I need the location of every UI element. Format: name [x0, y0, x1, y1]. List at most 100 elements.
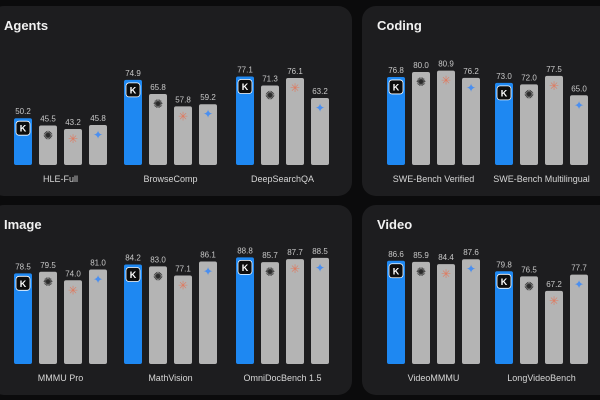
- openai-logo-icon: ✺: [153, 269, 163, 283]
- bar-value-label: 78.5: [15, 262, 31, 271]
- bar-kimi-k-logo: [14, 273, 32, 364]
- kimi-k-logo-icon: [15, 275, 31, 291]
- bar-openai-logo: [149, 266, 167, 364]
- bar-value-label: 76.1: [287, 67, 303, 76]
- coding-bar-chart: 76.8 K 80.0 ✺ 80.9 ✳ 76.2 ✦ SWE-Bench Verified 73…: [387, 60, 590, 184]
- bar-value-label: 81.0: [90, 258, 106, 267]
- kimi-k-logo-icon-glyph: K: [501, 88, 508, 98]
- kimi-k-logo-icon: [15, 120, 31, 136]
- bar-gemini-logo: [311, 257, 329, 364]
- gemini-logo-icon: ✦: [466, 81, 476, 95]
- kimi-k-logo-icon: [125, 267, 141, 282]
- bar-value-label: 87.6: [463, 248, 479, 257]
- bar-gemini-logo: [570, 95, 588, 165]
- bar-value-label: 72.0: [521, 73, 537, 82]
- bar-value-label: 84.2: [125, 253, 141, 262]
- bar-gemini-logo: [311, 98, 329, 165]
- bar-value-label: 57.8: [175, 95, 191, 104]
- bar-claude-logo: [545, 75, 563, 165]
- kimi-k-logo-icon: [388, 79, 404, 95]
- kimi-k-logo-icon: [496, 85, 512, 101]
- bar-value-label: 84.4: [438, 253, 454, 262]
- bar-kimi-k-logo: [387, 76, 405, 165]
- bar-gemini-logo: [462, 259, 480, 364]
- claude-logo-icon: ✳: [290, 262, 300, 276]
- openai-logo-icon: ✺: [524, 87, 534, 101]
- bar-group-hle-full: 50.2 K 45.5 ✺ 43.2 ✳ 45.8 ✦ HLE-Full: [14, 107, 107, 184]
- image-panel-title: Image: [4, 217, 42, 232]
- bar-value-label: 87.7: [287, 248, 303, 257]
- bar-kimi-k-logo: [124, 264, 142, 364]
- bar-group-swe-bench-verified: 76.8 K 80.0 ✺ 80.9 ✳ 76.2 ✦ SWE-Bench Verified: [387, 60, 480, 184]
- claude-logo-icon: ✳: [290, 81, 300, 95]
- category-label: DeepSearchQA: [251, 174, 314, 184]
- bar-openai-logo: [149, 94, 167, 165]
- agents-panel: Agents 50.2 K 45.5 ✺ 43.2 ✳ 45.8 ✦ HLE-Full 74.9 K…: [0, 6, 352, 196]
- bar-group-mathvision: 84.2 K 83.0 ✺ 77.1 ✳ 86.1 ✦ MathVision: [124, 251, 217, 383]
- kimi-k-logo-icon-glyph: K: [393, 266, 400, 276]
- gemini-logo-icon: ✦: [93, 272, 103, 286]
- kimi-k-logo-icon-glyph: K: [242, 82, 249, 92]
- bar-kimi-k-logo: [495, 82, 513, 165]
- coding-panel-title: Coding: [377, 18, 422, 33]
- bar-kimi-k-logo: [236, 257, 254, 364]
- bar-value-label: 77.7: [571, 264, 587, 273]
- bar-claude-logo: [545, 290, 563, 364]
- agents-bar-chart: 50.2 K 45.5 ✺ 43.2 ✳ 45.8 ✦ HLE-Full 74.9 K 65.8 ✺ 57…: [14, 65, 329, 184]
- bar-value-label: 63.2: [312, 87, 328, 96]
- bar-value-label: 88.8: [237, 246, 253, 255]
- bar-gemini-logo: [570, 274, 588, 364]
- openai-logo-icon: ✺: [265, 265, 275, 279]
- bar-claude-logo: [286, 78, 304, 165]
- bar-openai-logo: [520, 276, 538, 364]
- bar-claude-logo: [64, 129, 82, 165]
- bar-value-label: 74.0: [65, 269, 81, 278]
- kimi-k-logo-icon: [237, 79, 253, 94]
- kimi-k-logo-icon-glyph: K: [20, 279, 27, 289]
- bar-group-swe-bench-multilingual: 73.0 K 72.0 ✺ 77.5 ✳ 65.0 ✦ SWE-Bench Multilingu…: [493, 65, 590, 184]
- gemini-logo-icon: ✦: [574, 278, 584, 292]
- category-label: MMMU Pro: [38, 373, 84, 383]
- bar-openai-logo: [261, 85, 279, 165]
- bar-gemini-logo: [199, 104, 217, 165]
- bar-group-browsecomp: 74.9 K 65.8 ✺ 57.8 ✳ 59.2 ✦ BrowseComp: [124, 69, 217, 184]
- bar-kimi-k-logo: [495, 271, 513, 364]
- kimi-k-logo-icon-glyph: K: [242, 263, 249, 273]
- gemini-logo-icon: ✦: [574, 98, 584, 112]
- bar-claude-logo: [437, 264, 455, 364]
- bar-group-deepsearchqa: 77.1 K 71.3 ✺ 76.1 ✳ 63.2 ✦ DeepSearchQA: [236, 65, 329, 184]
- bar-value-label: 77.1: [237, 65, 253, 74]
- gemini-logo-icon: ✦: [203, 107, 213, 121]
- claude-logo-icon: ✳: [68, 283, 78, 297]
- category-label: LongVideoBench: [507, 373, 575, 383]
- openai-logo-icon: ✺: [416, 265, 426, 279]
- kimi-k-logo-icon-glyph: K: [20, 124, 27, 134]
- claude-logo-icon: ✳: [441, 74, 451, 88]
- claude-logo-icon: ✳: [441, 267, 451, 281]
- bar-gemini-logo: [89, 125, 107, 165]
- bar-group-mmmu-pro: 78.5 K 79.5 ✺ 74.0 ✳ 81.0 ✦ MMMU Pro: [14, 258, 107, 383]
- gemini-logo-icon: ✦: [315, 261, 325, 275]
- category-label: HLE-Full: [43, 174, 78, 184]
- bar-group-longvideobench: 79.8 K 76.5 ✺ 67.2 ✳ 77.7 ✦ LongVideoBench: [495, 260, 588, 383]
- openai-logo-icon: ✺: [265, 88, 275, 102]
- image-bar-chart: 78.5 K 79.5 ✺ 74.0 ✳ 81.0 ✦ MMMU Pro 84.2 K 83.0 ✺ 77…: [14, 246, 329, 383]
- bar-value-label: 67.2: [546, 280, 562, 289]
- bar-openai-logo: [412, 72, 430, 165]
- claude-logo-icon: ✳: [68, 132, 78, 146]
- bar-value-label: 65.0: [571, 84, 587, 93]
- bar-kimi-k-logo: [236, 76, 254, 165]
- bar-value-label: 85.7: [262, 251, 278, 260]
- image-panel: Image 78.5 K 79.5 ✺ 74.0 ✳ 81.0 ✦ MMMU Pro 84.2 K 8…: [0, 205, 352, 395]
- bar-openai-logo: [39, 125, 57, 165]
- kimi-k-logo-icon-glyph: K: [501, 277, 508, 287]
- bar-value-label: 76.5: [521, 265, 537, 274]
- kimi-k-logo-icon: [125, 82, 141, 98]
- bar-value-label: 74.9: [125, 69, 141, 78]
- bar-group-videommmu: 86.6 K 85.9 ✺ 84.4 ✳ 87.6 ✦ VideoMMMU: [387, 248, 480, 383]
- kimi-k-logo-icon-glyph: K: [393, 82, 400, 92]
- bar-value-label: 45.5: [40, 114, 56, 123]
- openai-logo-icon: ✺: [524, 279, 534, 293]
- video-panel-title: Video: [377, 217, 413, 232]
- bar-openai-logo: [261, 262, 279, 364]
